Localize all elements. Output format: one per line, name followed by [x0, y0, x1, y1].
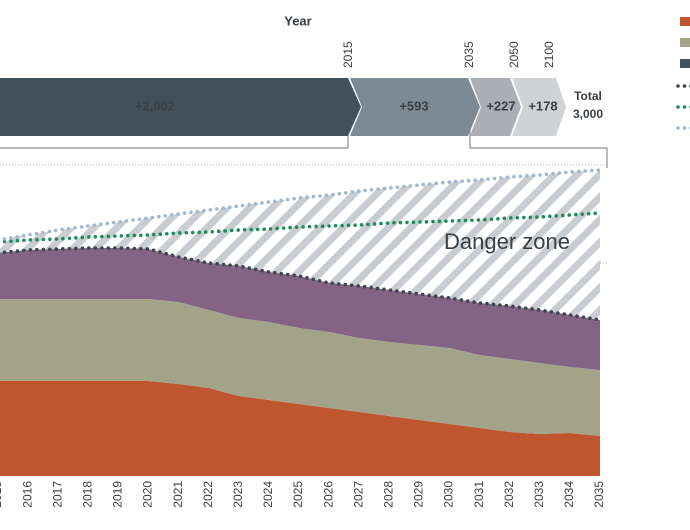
legend-swatch: [680, 38, 690, 47]
x-tick-label: 2026: [321, 481, 335, 508]
x-tick-label: 2019: [111, 481, 125, 508]
x-tick-label: 2034: [562, 481, 576, 508]
total-label: Total: [574, 89, 602, 103]
x-tick-label: 2031: [472, 481, 486, 508]
band-segment: [0, 78, 361, 136]
band-segment: [350, 78, 480, 136]
dotted-line: [0, 211, 602, 244]
band-segment: [512, 78, 566, 136]
x-tick-label: 2016: [20, 481, 34, 508]
band-value: +593: [399, 98, 428, 113]
x-tick-label: 2030: [442, 481, 456, 508]
band-title: Year: [284, 13, 311, 28]
x-tick-label: 2032: [502, 481, 516, 508]
band-year: 2100: [542, 41, 556, 68]
x-tick-label: 2018: [80, 481, 94, 508]
band-value: +2,002: [135, 98, 175, 113]
x-tick-label: 2023: [231, 481, 245, 508]
x-tick-label: 2020: [141, 481, 155, 508]
legend-swatch: [680, 17, 690, 26]
x-tick-label: 2024: [261, 481, 275, 508]
dotted-line: [0, 168, 602, 242]
total-value: 3,000: [573, 107, 603, 121]
band-value: +178: [528, 98, 557, 113]
annotation: Danger zone: [444, 229, 570, 254]
x-tick-label: 2035: [592, 481, 606, 508]
band-year: 2050: [507, 41, 521, 68]
area: [0, 299, 600, 436]
x-tick-label: 2022: [201, 481, 215, 508]
dotted-line: [0, 246, 602, 322]
legend-swatch: [680, 59, 690, 68]
area: [0, 248, 600, 370]
bracket: [469, 122, 608, 168]
x-tick-label: 2017: [50, 481, 64, 508]
x-tick-label: 2021: [171, 481, 185, 508]
area: [0, 381, 600, 476]
band-segment: [470, 78, 521, 136]
band-value: +227: [486, 98, 515, 113]
x-tick-label: 2027: [351, 481, 365, 508]
band-year: 2035: [462, 41, 476, 68]
x-tick-label: 2029: [412, 481, 426, 508]
x-tick-label: 2025: [291, 481, 305, 508]
band-year: 2015: [341, 41, 355, 68]
x-tick-label: 2028: [381, 481, 395, 508]
danger-zone: [0, 170, 600, 320]
x-tick-label: 2015: [0, 481, 4, 508]
x-tick-label: 2033: [532, 481, 546, 508]
